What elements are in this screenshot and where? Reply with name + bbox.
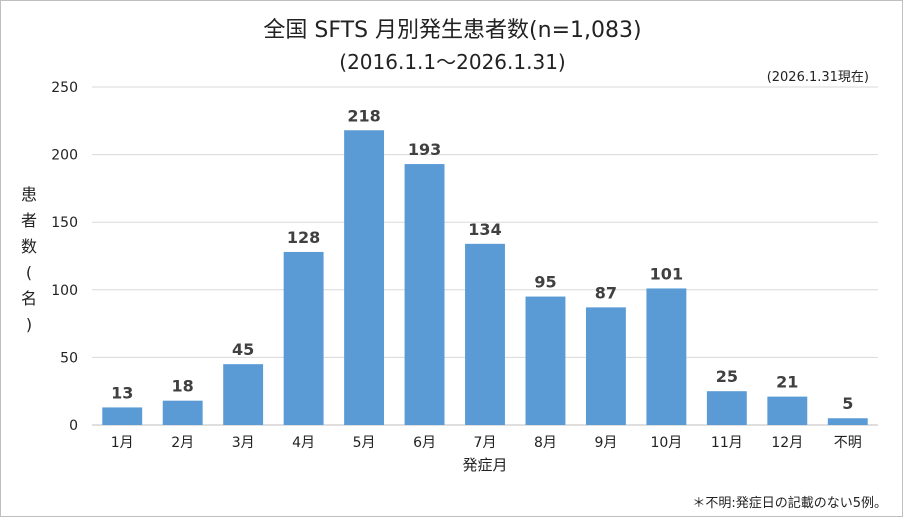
data-label: 193 — [408, 140, 441, 159]
category-label: 10月 — [650, 435, 682, 451]
y-tick-label: 100 — [51, 283, 78, 299]
chart-subtitle: (2016.1.1～2026.1.31) — [339, 50, 566, 74]
bar — [344, 130, 385, 425]
category-label: 4月 — [292, 435, 315, 451]
bar — [646, 288, 687, 425]
bars — [102, 130, 868, 425]
y-tick-label: 50 — [60, 350, 78, 366]
y-tick-label: 150 — [51, 215, 78, 231]
as-of-date: (2026.1.31現在) — [766, 70, 869, 85]
data-label: 134 — [468, 220, 501, 239]
bar — [465, 243, 505, 425]
data-label: 18 — [172, 377, 194, 396]
data-label: 87 — [595, 283, 617, 302]
y-axis-label-char: 名 — [20, 289, 37, 308]
data-label: 95 — [534, 273, 556, 292]
bar — [223, 364, 264, 425]
chart-title: 全国 SFTS 月別発生患者数(n=1,083) — [263, 18, 642, 43]
y-tick-label: 200 — [51, 148, 78, 164]
category-label: 3月 — [232, 435, 255, 451]
category-label: 1月 — [111, 435, 134, 451]
bar — [585, 307, 626, 425]
bar — [162, 400, 203, 425]
bar — [102, 407, 143, 425]
data-label: 21 — [776, 373, 798, 392]
data-label: 25 — [716, 367, 738, 386]
bar — [767, 396, 808, 425]
x-axis-label: 発症月 — [462, 456, 507, 474]
footnote: ＊不明:発症日の記載のない5例。 — [692, 496, 887, 511]
category-label: 不明 — [834, 435, 862, 451]
category-label: 9月 — [594, 435, 617, 451]
data-label: 101 — [650, 264, 683, 283]
data-label: 128 — [287, 228, 320, 247]
y-axis-label-char: 者 — [20, 211, 37, 230]
category-label: 5月 — [353, 435, 376, 451]
category-label: 12月 — [771, 435, 803, 451]
bar — [827, 418, 868, 425]
y-tick-labels: 0 50 100 150 200 250 — [51, 80, 78, 434]
y-axis-label-char: ( — [25, 263, 33, 282]
y-axis-label: 患者数 ( 名) — [18, 182, 40, 338]
data-label: 45 — [232, 340, 254, 359]
y-tick-label: 0 — [69, 418, 78, 434]
bar — [283, 251, 324, 425]
category-label: 8月 — [534, 435, 557, 451]
category-labels: 1月 2月 3月 4月 5月 6月 7月 8月 9月 10月 11月 12月 不明 — [111, 435, 862, 451]
y-axis-label-char: 患 — [20, 185, 37, 204]
category-label: 11月 — [711, 435, 743, 451]
category-label: 2月 — [171, 435, 194, 451]
data-label: 13 — [111, 383, 133, 402]
data-label: 218 — [347, 106, 380, 125]
category-label: 7月 — [474, 435, 497, 451]
y-axis-label-char: 数 — [20, 237, 37, 256]
category-label: 6月 — [413, 435, 436, 451]
y-tick-label: 250 — [51, 80, 78, 96]
data-label: 5 — [842, 394, 853, 413]
bar — [525, 296, 566, 425]
bar — [404, 164, 445, 425]
data-labels: 13 18 45 128 218 193 134 95 87 101 25 21 5 — [111, 106, 853, 413]
bar — [706, 391, 747, 425]
y-axis-label-char: ) — [25, 315, 33, 334]
